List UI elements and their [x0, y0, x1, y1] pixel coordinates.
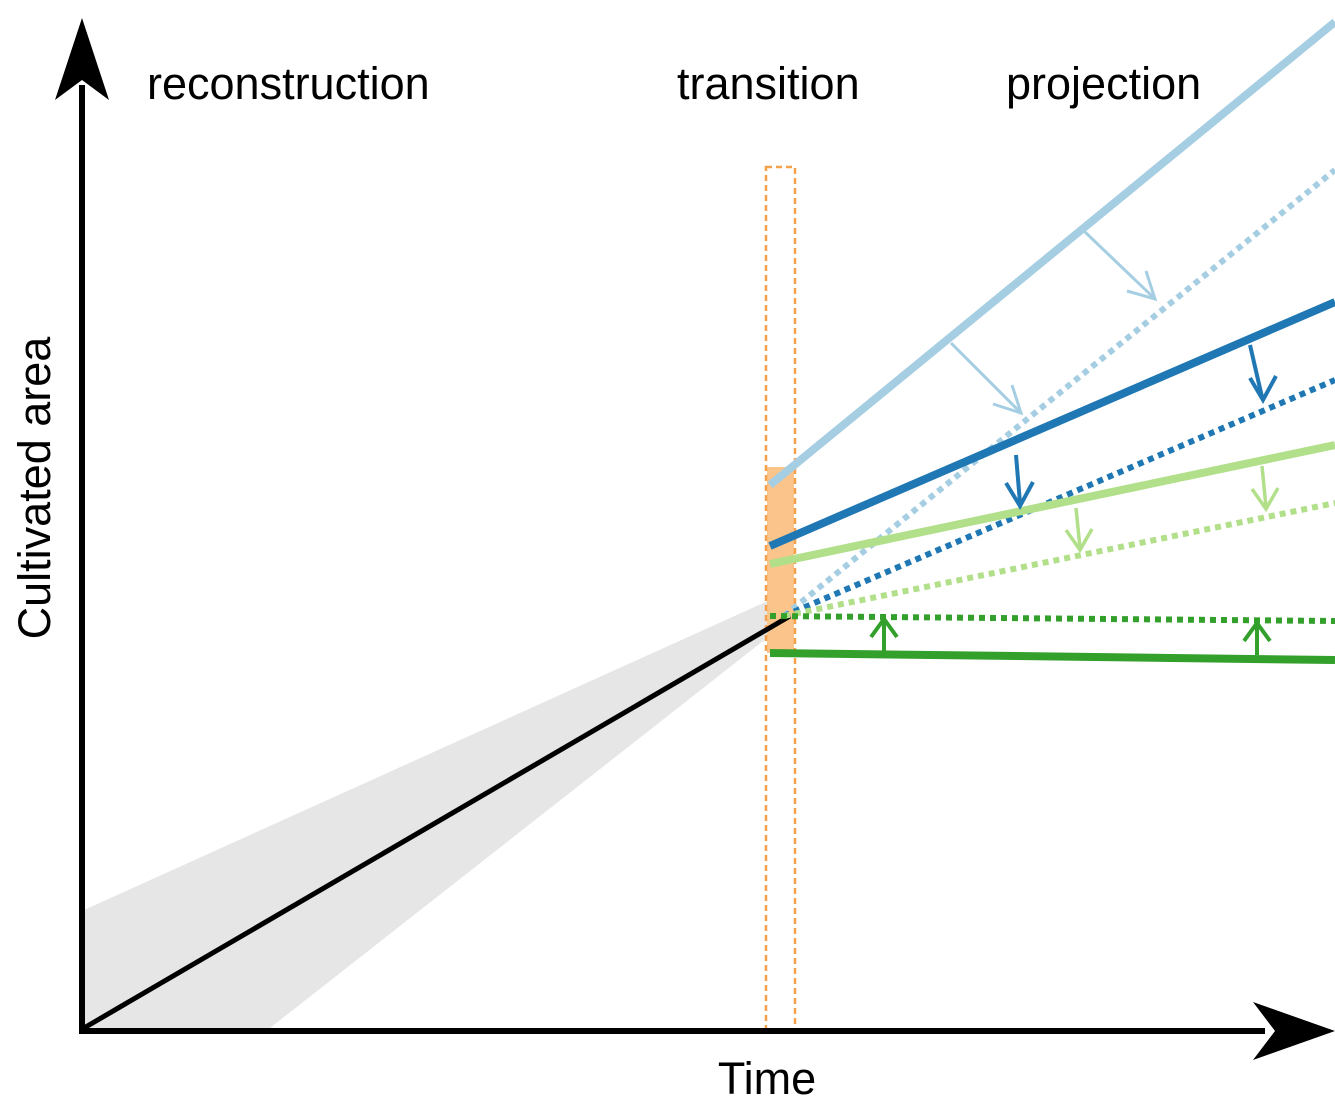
adjustment-arrow-icon [1004, 454, 1035, 511]
light-blue-solid-line [767, 18, 1335, 489]
y-axis-arrow-icon [55, 18, 109, 100]
light-green-solid-line [769, 441, 1335, 568]
x-axis-arrow-icon [1253, 1002, 1335, 1060]
x-axis-label: Time [718, 1053, 816, 1099]
phase-label-transition: transition [677, 58, 860, 109]
dark-blue-dotted-line [782, 377, 1335, 619]
adjustment-arrow-icon [1250, 465, 1280, 513]
adjustment-arrow-icon [1083, 230, 1158, 302]
phase-label-projection: projection [1006, 58, 1201, 109]
transition-box [764, 165, 797, 1032]
adjustment-arrow-icon [1242, 619, 1272, 655]
dark-blue-solid-line [768, 298, 1335, 550]
uncertainty-band [84, 600, 790, 1028]
adjustment-arrow-icon [869, 615, 899, 651]
light-green-dotted-line [783, 500, 1335, 619]
dark-green-dotted-line [769, 613, 1335, 624]
dark-green-solid-line [769, 649, 1335, 664]
phase-label-reconstruction: reconstruction [147, 58, 430, 109]
historical-trend-line [82, 613, 792, 1031]
light-blue-dotted-line [782, 167, 1335, 619]
adjustment-arrow-icon [1064, 507, 1094, 554]
y-axis-label: Cultivated area [9, 336, 60, 640]
adjustment-arrow-icon [949, 341, 1024, 416]
adjustment-arrow-icon [1248, 344, 1278, 405]
